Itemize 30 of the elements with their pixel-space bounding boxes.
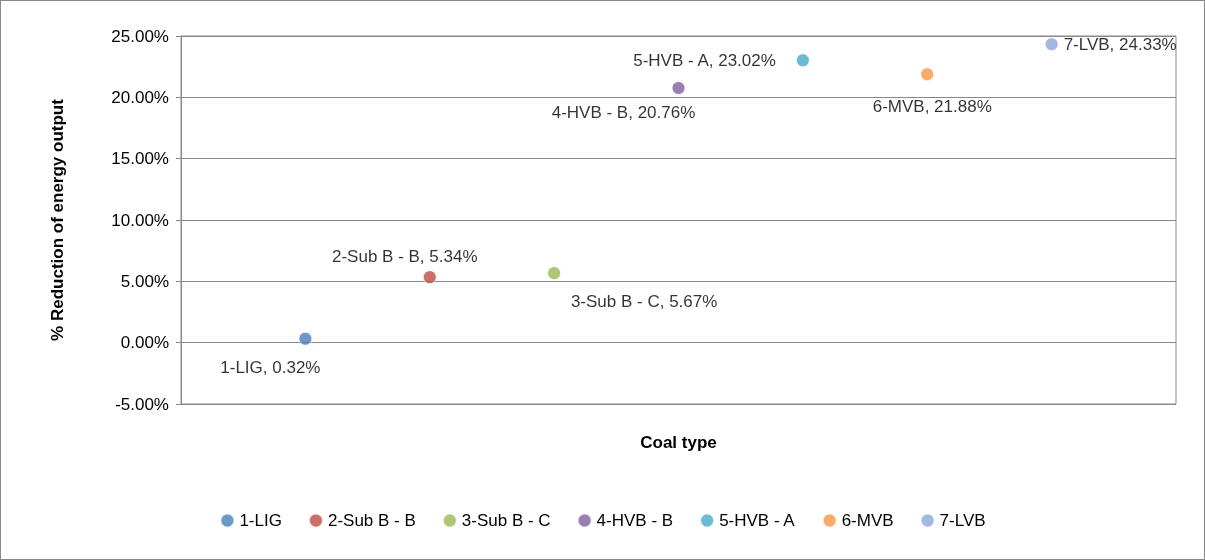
data-label: 4-HVB - B, 20.76% xyxy=(551,103,696,123)
point xyxy=(547,266,562,281)
point xyxy=(422,270,437,285)
point xyxy=(298,331,313,346)
y-tick-label: 15.00% xyxy=(111,149,169,169)
point xyxy=(671,81,686,96)
legend-label: 6-MVB xyxy=(841,511,894,530)
data-label: 2-Sub B - B, 5.34% xyxy=(331,247,478,267)
legend-label: 3-Sub B - C xyxy=(461,511,551,530)
y-tick-label: 0.00% xyxy=(120,333,169,353)
y-tick-label: -5.00% xyxy=(115,394,169,414)
data-label: 3-Sub B - C, 5.67% xyxy=(570,292,718,312)
y-tick-label: 5.00% xyxy=(120,271,169,291)
legend-label: 2-Sub B - B xyxy=(327,511,416,530)
data-label: 1-LIG, 0.32% xyxy=(220,357,321,377)
x-axis-title: Coal type xyxy=(640,433,717,452)
y-tick-label: 20.00% xyxy=(111,87,169,107)
y-axis-title: % Reduction of energy output xyxy=(48,98,67,341)
point xyxy=(795,53,810,68)
data-label: 5-HVB - A, 23.02% xyxy=(633,50,776,70)
legend-label: 5-HVB - A xyxy=(719,511,796,530)
data-label: 6-MVB, 21.88% xyxy=(872,97,992,117)
legend-label: 4-HVB - B xyxy=(596,511,674,530)
legend-label: 1-LIG xyxy=(239,511,282,530)
point xyxy=(1044,37,1059,52)
point xyxy=(920,67,935,82)
data-label: 7-LVB, 24.33% xyxy=(1063,34,1177,54)
legend-label: 7-LVB xyxy=(939,511,986,530)
y-tick-label: 10.00% xyxy=(111,210,169,230)
y-tick-label: 25.00% xyxy=(111,26,169,46)
